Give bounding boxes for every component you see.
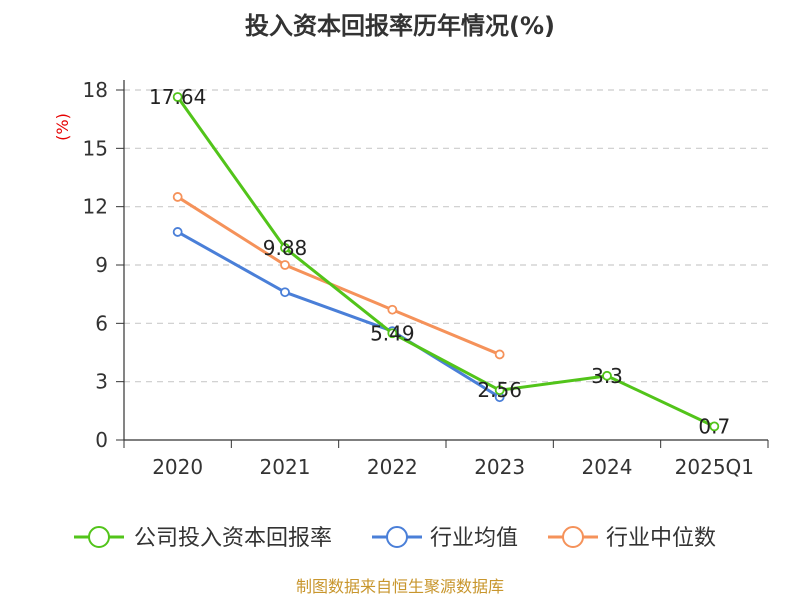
series-line bbox=[176, 230, 501, 399]
series-point bbox=[172, 227, 183, 237]
y-tick-label: 3 bbox=[95, 370, 108, 394]
x-tick-label: 2024 bbox=[582, 455, 633, 479]
data-label: 17.64 bbox=[149, 85, 206, 109]
series-point bbox=[280, 242, 290, 253]
x-tick-label: 2023 bbox=[474, 455, 525, 479]
series-point bbox=[494, 349, 505, 360]
data-label: 3.3 bbox=[591, 364, 623, 388]
series-point bbox=[280, 260, 290, 270]
source-note: 制图数据来自恒生聚源数据库 bbox=[296, 577, 504, 596]
legend: 公司投入资本回报率 行业均值 行业中位数 bbox=[74, 526, 716, 551]
x-tick-label: 2022 bbox=[367, 455, 418, 479]
legend-swatch-marker bbox=[88, 526, 110, 548]
data-labels: 17.64 9.88 5.49 2.56 3.3 0.7 bbox=[149, 85, 730, 438]
legend-swatch-marker bbox=[562, 526, 584, 548]
x-tick-label: 2025Q1 bbox=[675, 455, 754, 479]
axes: 0 3 6 9 12 15 18 2020 2021 2022 2023 2024 2025Q1 bbox=[83, 78, 769, 479]
series-lines bbox=[172, 92, 720, 432]
series-point bbox=[602, 370, 612, 381]
legend-label: 行业中位数 bbox=[606, 526, 716, 551]
y-tick-label: 9 bbox=[95, 253, 108, 277]
x-tick-label: 2020 bbox=[152, 455, 203, 479]
y-tick-label: 15 bbox=[83, 136, 108, 160]
data-label: 0.7 bbox=[698, 414, 730, 438]
y-tick-label: 18 bbox=[83, 78, 108, 102]
series-point bbox=[387, 304, 398, 315]
series-point bbox=[280, 287, 290, 298]
data-label: 5.49 bbox=[370, 321, 415, 345]
series-line bbox=[176, 195, 501, 356]
y-tick-label: 12 bbox=[83, 195, 108, 219]
chart-title: 投入资本回报率历年情况(%) bbox=[245, 12, 555, 40]
series-point bbox=[172, 92, 183, 102]
series-line bbox=[176, 96, 715, 428]
series-point bbox=[387, 328, 398, 339]
legend-swatch-marker bbox=[386, 526, 408, 548]
y-tick-label: 6 bbox=[95, 311, 108, 335]
data-label: 2.56 bbox=[477, 378, 522, 402]
legend-label: 行业均值 bbox=[430, 526, 518, 551]
series-point bbox=[172, 192, 183, 202]
y-axis-unit: (%) bbox=[53, 113, 72, 141]
series-point bbox=[494, 385, 505, 396]
grid-lines bbox=[124, 89, 768, 383]
y-tick-label: 0 bbox=[95, 428, 108, 452]
data-label: 9.88 bbox=[263, 236, 308, 260]
legend-label: 公司投入资本回报率 bbox=[134, 526, 332, 551]
x-tick-label: 2021 bbox=[260, 455, 311, 479]
series-point bbox=[709, 421, 720, 432]
